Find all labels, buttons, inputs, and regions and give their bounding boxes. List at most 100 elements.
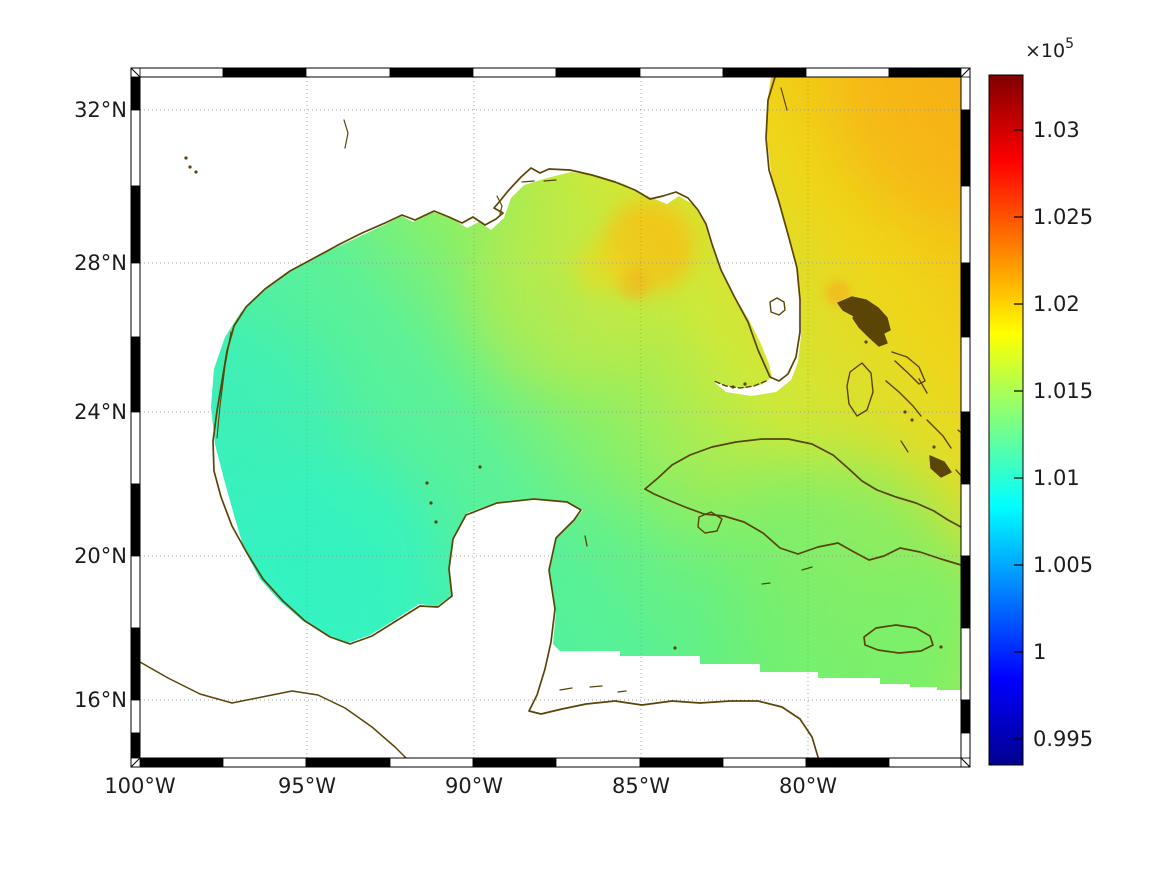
- field-clipped-group: [211, 77, 961, 690]
- coastline-cayman-little: [801, 566, 813, 571]
- frame-segment: [389, 757, 474, 768]
- islet-dot: [184, 156, 188, 160]
- lat-tick-label-16n: 16°N: [74, 688, 127, 712]
- islet-dot: [434, 520, 438, 524]
- frame-segment: [222, 67, 307, 78]
- islet-dot: [188, 165, 192, 169]
- coastline-cuba-north-coast: [644, 438, 962, 528]
- frame-segment: [722, 757, 807, 768]
- islet-dot: [194, 170, 198, 174]
- coastline-isla-juventud: [697, 511, 723, 534]
- frame-segment: [960, 732, 971, 759]
- coastline-cozumel: [584, 535, 588, 547]
- islet-dot: [743, 382, 747, 386]
- lon-tick-label-100w: 100°W: [104, 774, 176, 798]
- colorbar: 1.03 1.025 1.02 1.015 1.01 1.005 1 0.995 ×105: [988, 36, 1093, 766]
- frame-segment: [960, 555, 971, 629]
- coastline-cuba-south-coast: [644, 488, 962, 566]
- frame-segment: [960, 483, 971, 557]
- colorbar-multiplier-base: ×10: [1025, 40, 1065, 62]
- frame-segment: [130, 555, 141, 629]
- islet-dot: [429, 501, 433, 505]
- lon-tick-label-85w: 85°W: [612, 774, 670, 798]
- coastline-texas-barrier-islands: [216, 331, 232, 439]
- coastline-cayman-grand: [761, 582, 771, 585]
- frame-segment: [960, 336, 971, 413]
- colorbar-tick-label-1.005: 1.005: [1033, 553, 1093, 577]
- pressure-anomaly-blob: [510, 510, 730, 690]
- frame-segment: [639, 67, 724, 78]
- frame-corner-miter: [960, 757, 971, 768]
- colorbar-tick-label-1: 1: [1033, 640, 1046, 664]
- islet-dot: [870, 331, 874, 335]
- map-frame: [130, 67, 971, 768]
- colorbar-tick-label-1.03: 1.03: [1033, 118, 1080, 142]
- colorbar-tick-label-1.02: 1.02: [1033, 292, 1080, 316]
- frame-segment: [960, 76, 971, 111]
- coastline-bahamas-cat-island: [918, 378, 928, 394]
- colorbar-gradient-bar: [988, 74, 1024, 766]
- coastline-bahamas-crooked-island: [929, 455, 952, 478]
- colorbar-tick-label-1.01: 1.01: [1033, 466, 1080, 490]
- pressure-anomaly-blob: [470, 210, 650, 390]
- frame-inner-outline: [139, 76, 962, 759]
- coastline-bahamas-exuma: [885, 380, 922, 417]
- coastline-florida-keys: [713, 380, 767, 389]
- islet-dot: [425, 481, 429, 485]
- frame-segment: [130, 732, 141, 759]
- coastline-mississippi-barrier-2: [543, 179, 557, 182]
- frame-segment: [555, 757, 641, 768]
- islet-dot: [932, 445, 936, 449]
- lat-tick-label-32n: 32°N: [74, 98, 127, 122]
- frame-segment: [305, 67, 391, 78]
- islet-dot: [673, 646, 677, 650]
- islet-dot: [731, 385, 735, 389]
- frame-segment: [130, 262, 141, 338]
- coastline-georgia-coast-islands: [780, 87, 788, 111]
- lat-tick-label-20n: 20°N: [74, 544, 127, 568]
- frame-segment: [960, 699, 971, 734]
- coastline-bahamas-long-island: [926, 419, 952, 449]
- coastline-lake-okeechobee: [769, 297, 786, 316]
- pressure-field-layer: [211, 77, 961, 690]
- coastline-bahamas-ragged: [900, 440, 909, 453]
- frame-corner-miter: [130, 67, 141, 78]
- frame-segment: [960, 411, 971, 485]
- frame-segment: [130, 699, 141, 734]
- coastline-bay-islands-1: [559, 687, 573, 691]
- frame-segment: [888, 67, 962, 78]
- islet-dot: [864, 340, 868, 344]
- frame-segment: [222, 757, 307, 768]
- colorbar-tick-label-1.025: 1.025: [1033, 205, 1093, 229]
- frame-segment: [130, 627, 141, 701]
- islet-dot: [939, 645, 943, 649]
- coastline-sabine-river: [343, 119, 349, 149]
- frame-corner-miter: [130, 757, 141, 768]
- frame-segment: [139, 757, 224, 768]
- frame-segment: [639, 757, 724, 768]
- coastline-mississippi-barrier-1: [521, 180, 535, 183]
- islet-dot: [478, 465, 482, 469]
- coastline-bahamas-eleuthera: [891, 351, 926, 385]
- colorbar-multiplier-exponent: 5: [1065, 36, 1074, 52]
- coastline-chandeleur-islands: [496, 195, 503, 215]
- frame-segment: [472, 67, 557, 78]
- islet-dot: [903, 410, 907, 414]
- axis-labels: 32°N 28°N 24°N 20°N 16°N 100°W 95°W 90°W 85°W 80°…: [74, 98, 837, 798]
- frame-segment: [130, 185, 141, 264]
- coastline-bay-islands-2: [589, 685, 603, 688]
- frame-segment: [555, 67, 641, 78]
- frame-segment: [305, 757, 391, 768]
- coastline-bahamas-andros: [846, 362, 874, 417]
- coastline-pacific-coast: [139, 661, 409, 761]
- frame-segment: [472, 757, 557, 768]
- frame-segment: [960, 627, 971, 701]
- frame-segment: [130, 411, 141, 485]
- islet-dot: [878, 336, 882, 340]
- frame-segment: [130, 109, 141, 187]
- lon-tick-label-80w: 80°W: [779, 774, 837, 798]
- frame-segment: [960, 262, 971, 338]
- lat-tick-label-28n: 28°N: [74, 251, 127, 275]
